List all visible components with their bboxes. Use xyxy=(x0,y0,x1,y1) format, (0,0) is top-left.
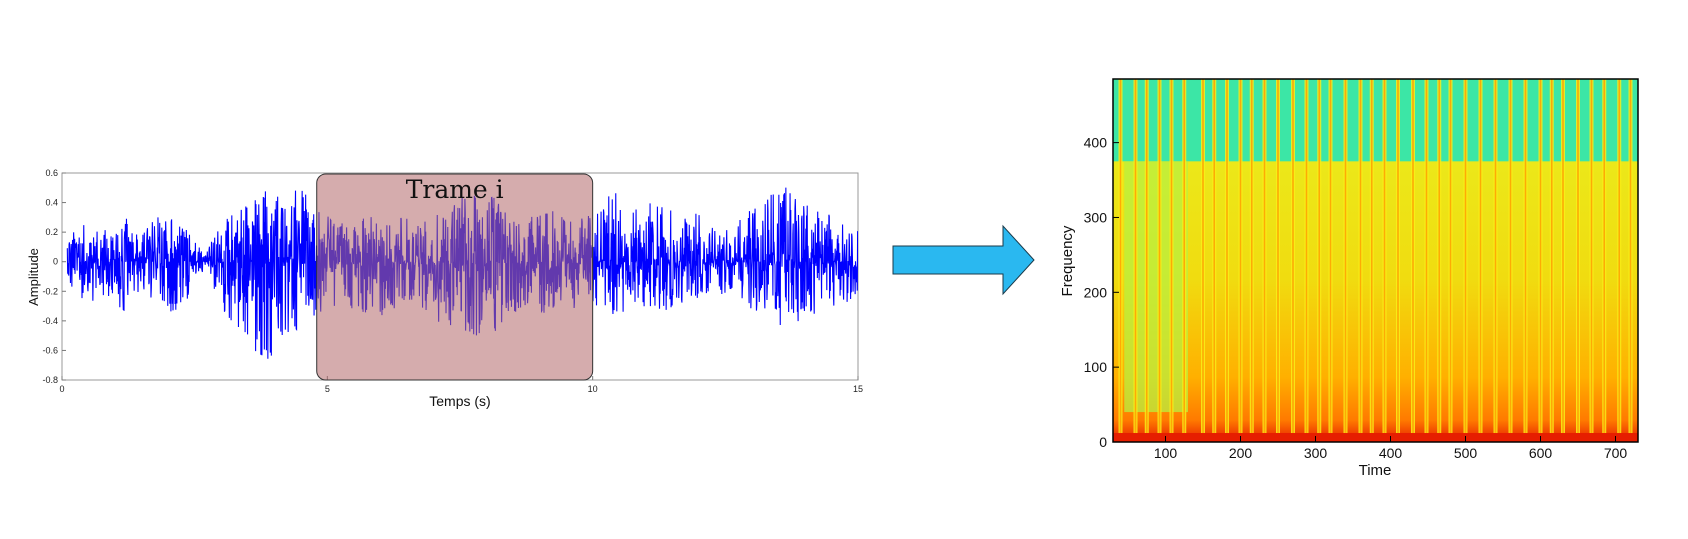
spectrogram-column-core xyxy=(1145,79,1148,442)
waveform-chart: -0.8 -0.6 -0.4 -0.2 0 0.2 0.4 0.6 0 5 10 15 Temps … xyxy=(26,168,863,409)
spectrogram-x-tick-label: 400 xyxy=(1379,445,1403,461)
spectrogram-y-ticks: 0 100 200 300 400 xyxy=(1084,135,1119,450)
spectrogram-column-core xyxy=(1305,79,1308,442)
waveform-y-tick-label: 0.4 xyxy=(45,198,58,208)
spectrogram-y-tick-label: 300 xyxy=(1084,209,1108,225)
spectrogram-x-tick-label: 600 xyxy=(1529,445,1553,461)
spectrogram-column-core xyxy=(1158,79,1161,442)
waveform-y-tick-label: -0.6 xyxy=(42,345,58,355)
spectrogram-column-core xyxy=(1329,79,1332,442)
spectrogram-column-core xyxy=(1494,79,1497,442)
spectrogram-column-core xyxy=(1213,79,1216,442)
spectrogram-column-core xyxy=(1577,79,1579,442)
waveform-y-tick-label: 0.2 xyxy=(45,227,58,237)
spectrogram-column-core xyxy=(1250,79,1253,442)
spectrogram-y-tick-label: 400 xyxy=(1084,135,1108,151)
spectrogram-column-core xyxy=(1344,79,1347,442)
waveform-x-tick-label: 15 xyxy=(853,384,863,394)
spectrogram-column-core xyxy=(1119,79,1122,442)
spectrogram-column-core xyxy=(1524,79,1527,442)
spectrogram-column-core xyxy=(1239,79,1242,442)
spectrogram-column-core xyxy=(1263,79,1266,442)
waveform-y-tick-label: 0.6 xyxy=(45,168,58,178)
spectrogram-column-core xyxy=(1539,79,1542,442)
spectrogram-column-core xyxy=(1464,79,1467,442)
spectrogram-image xyxy=(1113,79,1638,442)
waveform-y-tick-label: -0.4 xyxy=(42,316,58,326)
spectrogram-frame xyxy=(1112,78,1639,443)
spectrogram-column-core xyxy=(1618,79,1621,442)
spectrogram-column-core xyxy=(1202,79,1204,442)
waveform-y-label: Amplitude xyxy=(26,248,41,306)
spectrogram-x-tick-label: 500 xyxy=(1454,445,1478,461)
spectrogram-column-core xyxy=(1562,79,1564,442)
spectrogram-x-tick-label: 100 xyxy=(1154,445,1178,461)
spectrogram-y-tick-label: 200 xyxy=(1084,284,1108,300)
spectrogram-x-tick-label: 700 xyxy=(1604,445,1628,461)
frame-label: Trame i xyxy=(406,175,504,204)
spectrogram-chart: 0 100 200 300 400 100 200 300 400 500 600 700 Time… xyxy=(1059,78,1639,479)
spectrogram-x-label: Time xyxy=(1359,462,1392,479)
spectrogram-column-core xyxy=(1359,79,1362,442)
spectrogram-column-core xyxy=(1383,79,1386,442)
spectrogram-column-core xyxy=(1397,79,1399,442)
right-arrow-icon xyxy=(892,224,1035,296)
spectrogram-column-core xyxy=(1603,79,1606,442)
spectrogram-column-core xyxy=(1590,79,1593,442)
waveform-y-tick-label: 0 xyxy=(53,257,58,267)
spectrogram-low-band xyxy=(1113,433,1638,442)
spectrogram-x-tick-label: 300 xyxy=(1304,445,1328,461)
spectrogram-column-core xyxy=(1292,79,1294,442)
spectrogram-column-core xyxy=(1170,79,1173,442)
spectrogram-column-core xyxy=(1438,79,1441,442)
spectrogram-column-core xyxy=(1226,79,1228,442)
spectrogram-columns xyxy=(1118,79,1633,442)
waveform-x-tick-label: 10 xyxy=(588,384,598,394)
frame-highlight xyxy=(316,173,594,381)
spectrogram-column-core xyxy=(1370,79,1373,442)
spectrogram-x-tick-label: 200 xyxy=(1229,445,1253,461)
spectrogram-column-core xyxy=(1183,79,1186,442)
spectrogram-column-core xyxy=(1277,79,1279,442)
waveform-y-ticks: -0.8 -0.6 -0.4 -0.2 0 0.2 0.4 0.6 xyxy=(42,168,66,385)
spectrogram-column-core xyxy=(1629,79,1632,442)
spectrogram-column-core xyxy=(1509,79,1512,442)
waveform-x-tick-label: 0 xyxy=(59,384,64,394)
waveform-x-tick-label: 5 xyxy=(325,384,330,394)
spectrogram-x-ticks: 100 200 300 400 500 600 700 xyxy=(1154,436,1628,461)
spectrogram-column-core xyxy=(1412,79,1414,442)
spectrogram-y-tick-label: 0 xyxy=(1099,434,1107,450)
spectrogram-column-core xyxy=(1449,79,1452,442)
spectrogram-column-core xyxy=(1479,79,1482,442)
waveform-x-label: Temps (s) xyxy=(429,393,490,409)
spectrogram-upper-band xyxy=(1113,79,1638,162)
spectrogram-column-core xyxy=(1425,79,1428,442)
spectrogram-y-tick-label: 100 xyxy=(1084,359,1108,375)
spectrogram-column-core xyxy=(1318,79,1321,442)
waveform-y-tick-label: -0.2 xyxy=(42,286,58,296)
spectrogram-column-core xyxy=(1134,79,1137,442)
waveform-y-tick-label: -0.8 xyxy=(42,375,58,385)
spectrogram-y-label: Frequency xyxy=(1059,225,1076,296)
spectrogram-column-core xyxy=(1550,79,1553,442)
